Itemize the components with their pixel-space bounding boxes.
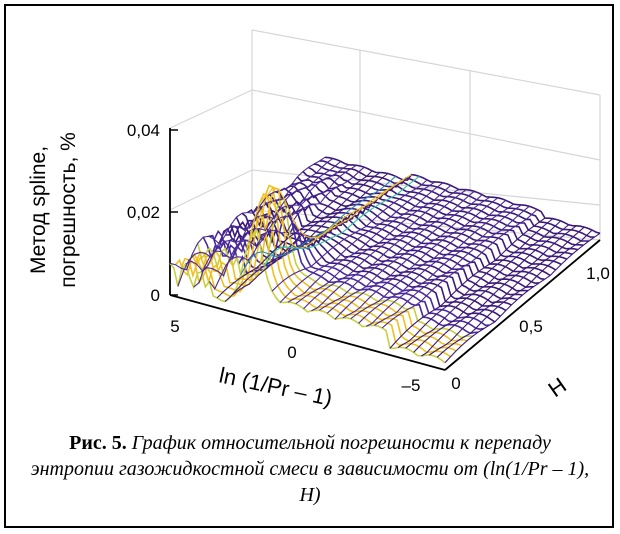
surface-row-line [302,170,579,251]
surface-column-line [279,181,436,303]
surface-row-line [185,184,462,347]
surface-row-line [291,181,568,260]
x-tick-label: 0 [287,343,296,362]
surface-column-line [366,204,522,327]
surface-row-line [169,226,446,364]
surface-column-line [295,184,452,305]
surface-column-line [389,217,546,349]
surface-column-line [240,175,397,275]
surface-column-line [428,226,585,356]
z-tick-label: 0,04 [127,121,160,140]
surface-column-line [374,205,530,326]
surface-column-line [397,218,554,348]
surface-column-line [303,188,459,310]
surface-row-line [225,224,501,317]
surface-column-line [413,224,569,353]
surface-column-line [436,229,593,358]
surface-row-line [285,185,562,266]
y-axis-label-line2: погрешность, % [57,132,80,288]
surface-column-line [255,174,412,239]
surface-column-line [405,220,562,349]
figure-frame [4,4,614,528]
surface-row-line [191,187,468,342]
surface-column-line [334,196,491,320]
surface-column-line [444,232,601,364]
surface-row-line [180,193,457,352]
surface-row-line [258,202,534,289]
surface-column-line [263,175,420,267]
surface-row-line [263,199,540,285]
surface-column-line [326,194,483,314]
surface-column-line [193,164,349,288]
h-tick-label: 0 [451,374,460,393]
x-axis-label: ln (1/Pr – 1) [217,362,335,410]
surface-row-line [274,190,551,277]
surface-column-line [216,170,373,299]
surface-row-line [313,163,589,242]
z-tick-label: 0 [151,286,160,305]
surface-column-line [311,189,467,312]
surface-column-line [271,179,428,292]
surface-column-line [208,166,365,290]
surface-row-line [319,160,595,238]
x-tick-label: –5 [402,376,421,395]
figure-caption: Рис. 5. График относительной погрешности… [30,430,590,508]
surface-column-line [185,160,342,272]
surface-column-line [342,197,499,319]
x-tick-label: 5 [170,317,179,336]
caption-label: Рис. 5. [69,432,127,454]
surface-column-line [318,190,475,311]
h-axis-label: H [544,373,571,403]
surface-column-line [201,164,357,277]
y-axis-label-line1: Метод spline, [27,146,50,274]
surface-column-line [358,203,514,324]
h-tick-label: 0,5 [519,317,543,336]
surface-row-line [219,227,496,323]
z-tick-label: 0,02 [127,203,160,222]
surface-column-line [350,199,507,320]
surface-row-line [280,187,557,271]
surface-column-line [169,156,326,271]
surface-row-line [235,216,512,306]
surface-row-line [324,156,601,235]
surface-column-line [287,182,444,303]
surface-row-line [308,166,584,246]
surface-column-line [381,209,538,329]
surface-column-line [224,172,381,302]
surface-row-line [268,194,545,281]
caption-text: График относительной погрешности к переп… [30,432,590,506]
h-tick-label: 1,0 [586,264,610,283]
surface-row-line [247,208,523,296]
surface-row-line [296,176,573,255]
surface-column-line [421,225,577,357]
